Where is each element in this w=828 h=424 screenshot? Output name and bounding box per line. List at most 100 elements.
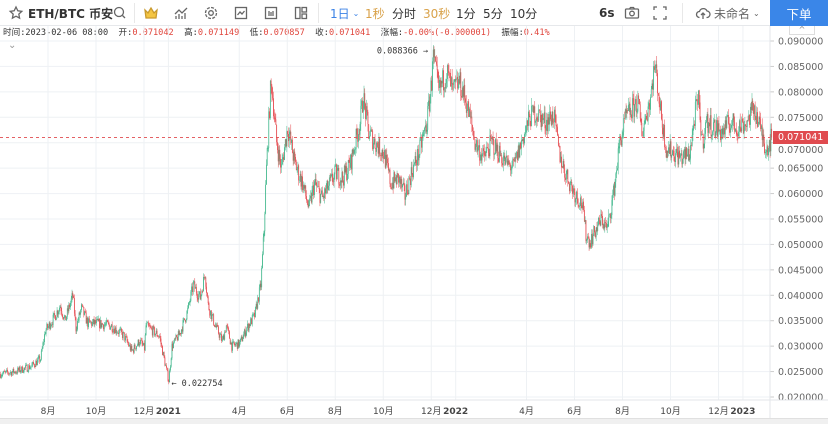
candle-body <box>464 84 466 99</box>
save-layout-button[interactable]: 未命名 ⌄ <box>695 0 760 26</box>
candle-body <box>539 109 540 111</box>
candle-body <box>373 138 375 143</box>
x-tick-label: 6月 <box>280 406 295 417</box>
candle-body <box>351 154 352 170</box>
candle-body <box>592 235 594 245</box>
candle-body <box>144 335 146 351</box>
candle-body <box>371 130 373 131</box>
layout-button[interactable] <box>263 0 279 26</box>
search-button[interactable] <box>112 0 128 26</box>
candle-body <box>360 105 362 125</box>
candle-body <box>535 117 537 122</box>
candle-body <box>565 177 566 180</box>
candle-body <box>637 95 639 112</box>
candle-body <box>609 213 611 219</box>
candle-body <box>346 166 348 180</box>
symbol-name[interactable]: ETH/BTC 币安 <box>28 6 114 21</box>
candle-body <box>635 99 636 105</box>
candlestick-chart[interactable]: 0.090000 0.085000 0.080000 0.075000 0.070000… <box>0 26 828 418</box>
time-scrollbar[interactable] <box>0 418 828 424</box>
candle-body <box>160 338 162 344</box>
refresh-rate[interactable]: 6s <box>599 6 615 20</box>
candle-body <box>40 350 42 360</box>
candle-body <box>310 195 311 199</box>
multi-chart-button[interactable] <box>293 0 309 26</box>
gear-icon <box>204 6 218 20</box>
candle-body <box>387 158 389 164</box>
candle-body <box>177 331 179 341</box>
candle-body <box>362 108 364 113</box>
candle-body <box>689 158 691 161</box>
candle-body <box>553 122 555 123</box>
candle-body <box>384 150 385 159</box>
candle-body <box>501 155 503 164</box>
candle-body <box>764 152 766 154</box>
collapse-legend-chevron-icon[interactable]: ⌄ <box>8 40 17 51</box>
interval-1m[interactable]: 1分 <box>456 6 476 21</box>
candle-body <box>99 318 100 329</box>
indicators-button[interactable] <box>173 0 189 26</box>
interval-1s[interactable]: 1秒 <box>365 6 385 21</box>
interval-5m[interactable]: 5分 <box>483 6 503 21</box>
candle-body <box>652 83 654 90</box>
candle-body <box>173 342 174 349</box>
interval-1d[interactable]: 1日 ⌄ <box>330 0 359 26</box>
candle-body <box>711 135 713 137</box>
y-tick-label: 0.075000 <box>778 113 823 124</box>
candle-body <box>572 185 573 194</box>
candle-body <box>18 366 20 371</box>
candle-body <box>236 342 237 345</box>
candle-body <box>355 128 357 150</box>
settings-button[interactable] <box>203 0 219 26</box>
candle-body <box>85 312 87 324</box>
axis-scroll-up-icon[interactable]: ^ <box>789 26 815 35</box>
candle-body <box>664 124 666 148</box>
candle-body <box>281 159 283 165</box>
candle-body <box>53 313 55 315</box>
candle-body <box>679 150 680 158</box>
candle-body <box>480 154 482 161</box>
candle-body <box>129 344 130 347</box>
candle-body <box>495 139 497 152</box>
premium-button[interactable] <box>143 0 159 26</box>
candle-body <box>674 160 676 162</box>
interval-timeline[interactable]: 分时 <box>392 6 417 21</box>
place-order-button[interactable]: 下单 <box>770 0 828 26</box>
candle-body <box>171 343 173 359</box>
candle-body <box>379 138 381 156</box>
candle-body <box>378 138 380 154</box>
fullscreen-button[interactable] <box>652 0 668 26</box>
candle-body <box>504 155 506 165</box>
candle-body <box>245 332 247 337</box>
candle-body <box>472 124 473 131</box>
screenshot-button[interactable] <box>624 0 640 26</box>
candle-body <box>450 72 451 87</box>
candle-body <box>484 151 485 156</box>
candle-body <box>591 233 592 248</box>
candle-body <box>372 130 374 150</box>
chart-template-button[interactable] <box>233 0 249 26</box>
candle-body <box>341 172 343 183</box>
favorite-button[interactable] <box>8 0 24 26</box>
candle-body <box>500 155 502 157</box>
candle-body <box>654 67 656 70</box>
candle-body <box>650 89 652 98</box>
interval-30s[interactable]: 30秒 <box>423 6 451 21</box>
candle-body <box>693 123 695 126</box>
candle-body <box>273 116 275 118</box>
candle-body <box>703 143 705 149</box>
candle-body <box>106 320 108 324</box>
candle-body <box>238 339 240 347</box>
candle-body <box>601 214 603 216</box>
candle-body <box>663 124 665 137</box>
candle-body <box>267 148 269 149</box>
interval-10m[interactable]: 10分 <box>510 6 538 21</box>
candle-body <box>336 170 338 180</box>
y-tick-label: 0.030000 <box>778 342 823 353</box>
candle-body <box>303 184 305 189</box>
candle-body <box>624 109 626 119</box>
candle-body <box>506 155 508 165</box>
candle-body <box>460 72 462 96</box>
candle-body <box>448 71 450 73</box>
candle-body <box>48 326 49 328</box>
